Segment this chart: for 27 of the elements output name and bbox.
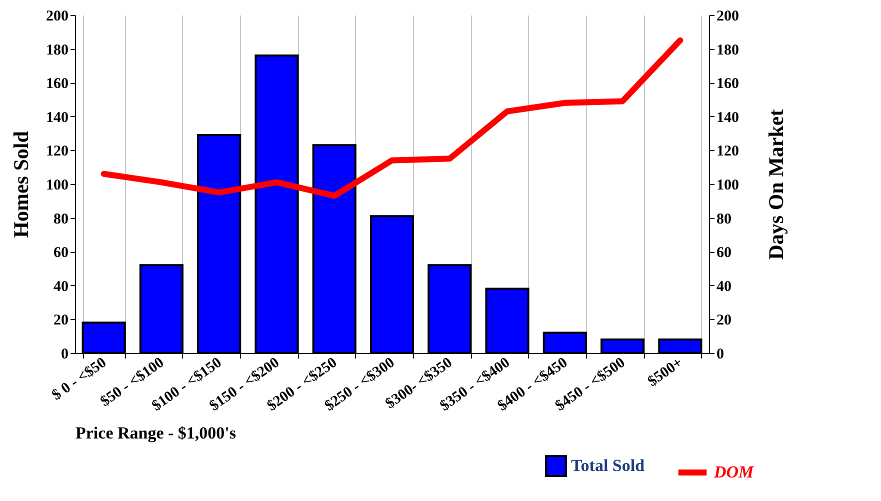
y-tick-label: 120 bbox=[46, 144, 68, 160]
y2-tick-label: 60 bbox=[716, 245, 732, 262]
y-tick-label: 160 bbox=[46, 76, 68, 92]
y2-tick-label: 40 bbox=[716, 278, 732, 295]
x-axis-title: Price Range - $1,000's bbox=[76, 424, 236, 443]
y-tick-label: 140 bbox=[46, 110, 68, 126]
y2-tick-label: 180 bbox=[716, 42, 739, 58]
y2-tick-label: 200 bbox=[716, 8, 739, 24]
legend-label: Total Sold bbox=[571, 456, 646, 475]
y2-axis-title: Days On Market bbox=[764, 109, 788, 260]
y2-tick-label: 20 bbox=[716, 312, 732, 329]
y-tick-label: 100 bbox=[46, 178, 68, 194]
y2-tick-label: 120 bbox=[716, 144, 739, 160]
y-tick-label: 60 bbox=[54, 245, 68, 262]
y2-tick-label: 0 bbox=[716, 346, 724, 362]
y2-tick-label: 100 bbox=[716, 178, 739, 194]
y-axis-title: Homes Sold bbox=[9, 130, 33, 238]
y-tick-label: 80 bbox=[54, 211, 68, 228]
y2-tick-label: 80 bbox=[716, 211, 732, 228]
y2-tick-label: 140 bbox=[716, 110, 739, 126]
y-tick-label: 200 bbox=[46, 8, 68, 24]
y2-tick-label: 160 bbox=[716, 76, 739, 92]
y-tick-label: 20 bbox=[54, 312, 68, 329]
y-tick-label: 180 bbox=[46, 42, 68, 58]
y-tick-label: 40 bbox=[54, 278, 68, 295]
legend-label: DOM bbox=[713, 462, 755, 482]
y-tick-label: 0 bbox=[61, 346, 68, 362]
